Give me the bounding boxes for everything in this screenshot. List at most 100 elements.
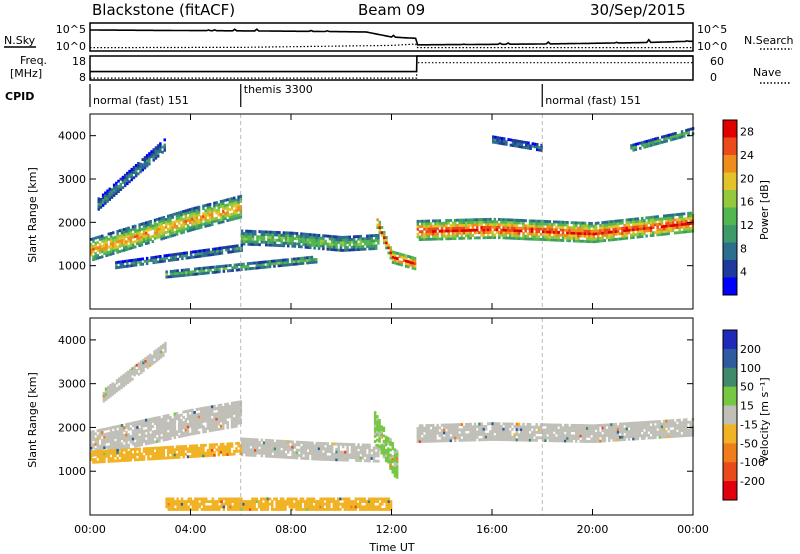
cell (502, 231, 505, 235)
cell (339, 502, 342, 506)
cell (605, 423, 609, 427)
cell (542, 230, 545, 234)
cell (663, 214, 666, 218)
cell (198, 267, 201, 270)
cell (630, 228, 633, 232)
cell (680, 135, 684, 139)
cell (454, 224, 457, 227)
cell (136, 441, 139, 445)
cell (142, 424, 146, 428)
cell (150, 152, 153, 156)
cell (167, 214, 170, 218)
cell (227, 269, 230, 273)
cell (395, 454, 399, 458)
cell (116, 435, 119, 439)
cell (107, 250, 111, 254)
cell (658, 433, 662, 437)
cell (649, 221, 653, 224)
cell (669, 429, 673, 433)
cell (268, 502, 272, 506)
cell (98, 444, 102, 448)
cell (687, 434, 690, 437)
cell (96, 429, 100, 433)
cell (233, 249, 237, 253)
cell (208, 454, 212, 457)
cell (447, 237, 450, 241)
cell (209, 266, 212, 269)
cell (524, 234, 527, 238)
cell (156, 146, 160, 150)
cell (487, 217, 490, 221)
cell (304, 451, 308, 455)
cell (324, 447, 327, 451)
cell (228, 407, 232, 411)
cell (224, 500, 228, 503)
cell (108, 192, 111, 196)
cell (235, 214, 238, 218)
cell (460, 226, 464, 230)
cell (454, 431, 457, 435)
cell (330, 245, 334, 249)
cell (187, 497, 190, 501)
cell (195, 224, 199, 228)
cell (447, 226, 450, 230)
cell (167, 275, 171, 279)
cell (376, 505, 380, 509)
cell (103, 457, 106, 461)
cell (366, 454, 369, 457)
cell (312, 260, 316, 264)
cell (619, 227, 622, 230)
band-0 (90, 400, 243, 458)
cell (138, 455, 141, 459)
cell (184, 212, 188, 215)
cell (120, 448, 124, 452)
cell (594, 437, 598, 441)
cell (544, 222, 547, 226)
cell (193, 222, 196, 226)
cell (341, 248, 345, 252)
cell (577, 229, 580, 233)
cell (309, 246, 312, 250)
cell (528, 229, 532, 233)
cell (154, 156, 158, 160)
cell (156, 149, 160, 153)
cell (372, 497, 375, 501)
cell (614, 224, 618, 228)
cell (156, 424, 159, 428)
cell (115, 192, 118, 195)
cell (195, 227, 199, 230)
cell (235, 500, 239, 503)
cell (676, 426, 679, 430)
cell (96, 235, 100, 239)
cell (625, 432, 629, 436)
cell (202, 222, 205, 226)
cell (632, 220, 635, 224)
cell (208, 418, 212, 422)
cell (326, 442, 329, 446)
cell (226, 442, 229, 446)
cell (167, 500, 171, 503)
cell (180, 271, 184, 275)
cell (548, 426, 552, 429)
cell (200, 220, 203, 224)
cell (368, 449, 371, 452)
cell (99, 203, 103, 207)
cell (160, 431, 163, 435)
cell (634, 142, 638, 146)
cell (671, 213, 675, 217)
cell (107, 454, 111, 458)
cell (289, 231, 292, 235)
cell (621, 219, 624, 222)
cell (506, 438, 510, 442)
cell (373, 427, 377, 430)
cell (278, 442, 281, 446)
cell (368, 242, 371, 246)
cell (138, 452, 141, 456)
cell (687, 227, 690, 231)
cell (581, 234, 585, 238)
cell (619, 430, 622, 434)
cell (279, 505, 283, 509)
cell (383, 233, 386, 237)
cell (142, 229, 146, 233)
cell (434, 439, 437, 443)
